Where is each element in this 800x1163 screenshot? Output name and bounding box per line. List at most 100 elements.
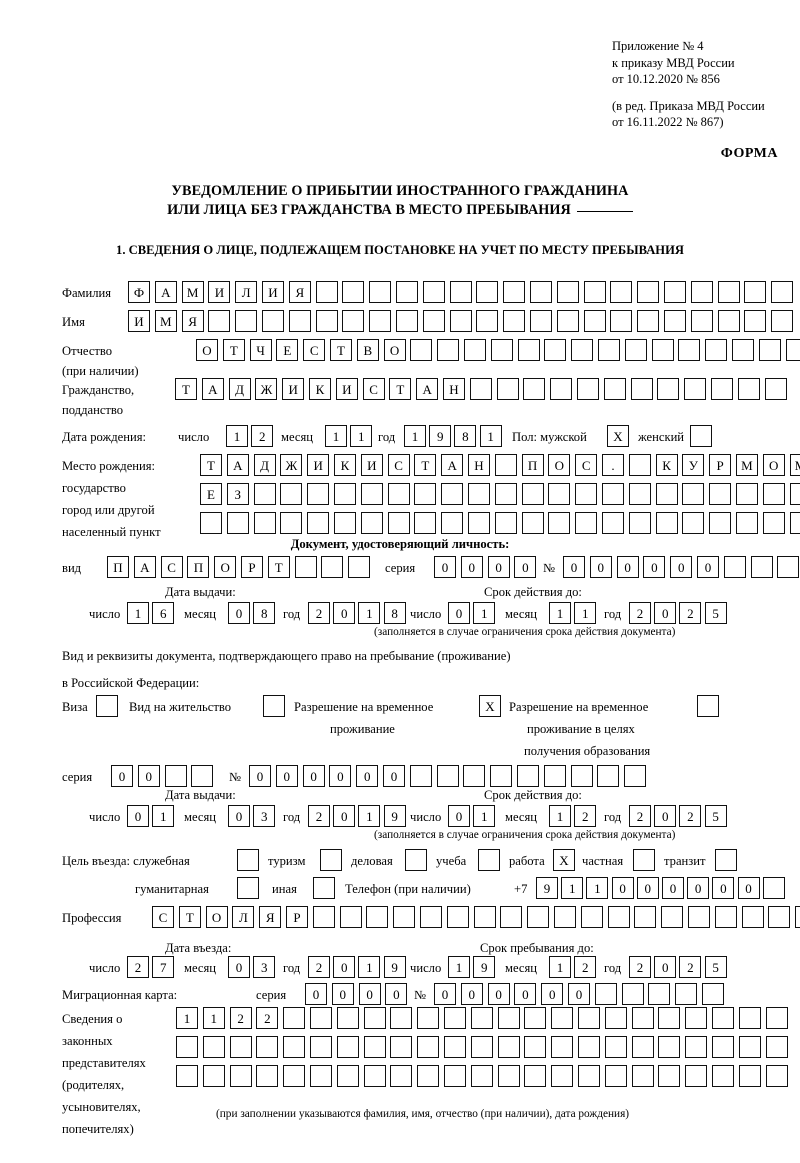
doc-valid-day-cell-1[interactable]: 1 <box>473 602 496 624</box>
profession-cell-6[interactable] <box>312 906 335 928</box>
mcard-number-cell-3[interactable]: 0 <box>514 983 537 1005</box>
legal-rep-1-cell-19[interactable] <box>685 1007 708 1029</box>
patronymic-cell-8[interactable] <box>410 339 433 361</box>
citizenship-cell-5[interactable]: К <box>308 378 331 400</box>
doc-number-cell-2[interactable]: 0 <box>616 556 639 578</box>
doc-series-cell-1[interactable]: 0 <box>460 556 483 578</box>
birthplace-3-cell-5[interactable] <box>333 512 356 534</box>
firstname-cell-17[interactable] <box>583 310 606 332</box>
patronymic-cell-13[interactable] <box>544 339 567 361</box>
legal-rep-1-cell-21[interactable] <box>738 1007 761 1029</box>
patronymic-cell-10[interactable] <box>463 339 486 361</box>
legal-rep-2-cell-10[interactable] <box>443 1036 466 1058</box>
legal-rep-3-cell-6[interactable] <box>336 1065 359 1087</box>
citizenship-cell-4[interactable]: И <box>282 378 305 400</box>
doc-series-cell-0[interactable]: 0 <box>434 556 456 578</box>
birthplace-3-cell-9[interactable] <box>441 512 464 534</box>
legal-rep-1-cell-22[interactable] <box>765 1007 788 1029</box>
temp-residence-checkbox[interactable]: X <box>479 695 501 717</box>
firstname-cell-18[interactable] <box>610 310 633 332</box>
birthplace-3-cell-7[interactable] <box>387 512 410 534</box>
legal-rep-1-cell-2[interactable]: 2 <box>229 1007 252 1029</box>
mcard-number-cell-4[interactable]: 0 <box>541 983 564 1005</box>
firstname-cell-10[interactable] <box>395 310 418 332</box>
legal-rep-1-cell-11[interactable] <box>470 1007 493 1029</box>
permit-valid-year-cell-1[interactable]: 0 <box>654 805 677 827</box>
surname-cell-23[interactable] <box>744 281 767 303</box>
permit-number-cell-9[interactable] <box>490 765 513 787</box>
profession-cell-12[interactable] <box>473 906 496 928</box>
phone-cell-8[interactable]: 0 <box>737 877 760 899</box>
residence-permit-checkbox[interactable] <box>263 695 285 717</box>
birthplace-2-cell-0[interactable]: Е <box>200 483 222 505</box>
birthplace-3-cell-21[interactable] <box>762 512 785 534</box>
surname-cell-15[interactable] <box>529 281 552 303</box>
surname-cell-0[interactable]: Ф <box>128 281 150 303</box>
phone-cell-4[interactable]: 0 <box>636 877 659 899</box>
legal-rep-2-cell-14[interactable] <box>551 1036 574 1058</box>
birthplace-2-cell-12[interactable] <box>521 483 544 505</box>
profession-cell-9[interactable] <box>393 906 416 928</box>
permit-series-cell-1[interactable]: 0 <box>137 765 160 787</box>
birth-year-cell-1[interactable]: 9 <box>429 425 452 447</box>
purpose-private-checkbox[interactable] <box>633 849 655 871</box>
birthplace-2-cell-3[interactable] <box>280 483 303 505</box>
permit-number-cell-10[interactable] <box>516 765 539 787</box>
doc-kind-cell-9[interactable] <box>348 556 371 578</box>
surname-cell-12[interactable] <box>449 281 472 303</box>
legal-rep-row-2-cells[interactable] <box>176 1036 788 1058</box>
surname-cell-7[interactable] <box>315 281 338 303</box>
permit-number-cell-13[interactable] <box>597 765 620 787</box>
mcard-series-cell-2[interactable]: 0 <box>358 983 381 1005</box>
firstname-cell-21[interactable] <box>690 310 713 332</box>
legal-rep-1-cell-10[interactable] <box>443 1007 466 1029</box>
patronymic-cell-21[interactable] <box>758 339 781 361</box>
birthplace-2-cell-1[interactable]: З <box>226 483 249 505</box>
citizenship-cell-2[interactable]: Д <box>228 378 251 400</box>
surname-cell-14[interactable] <box>503 281 526 303</box>
mcard-number-cell-10[interactable] <box>701 983 724 1005</box>
patronymic-cell-11[interactable] <box>490 339 513 361</box>
profession-cell-3[interactable]: Л <box>232 906 255 928</box>
permit-issue-year-cell-1[interactable]: 0 <box>333 805 356 827</box>
firstname-cell-7[interactable] <box>315 310 338 332</box>
permit-issue-year-cell-3[interactable]: 9 <box>383 805 406 827</box>
patronymic-cell-19[interactable] <box>705 339 728 361</box>
mcard-number-cell-1[interactable]: 0 <box>460 983 483 1005</box>
stay-year-cell-1[interactable]: 0 <box>654 956 677 978</box>
phone-cell-2[interactable]: 1 <box>586 877 609 899</box>
birthplace-1-cell-14[interactable]: С <box>575 454 598 476</box>
legal-rep-1-cell-9[interactable] <box>417 1007 440 1029</box>
surname-cell-24[interactable] <box>771 281 794 303</box>
doc-issue-month-cell-0[interactable]: 0 <box>228 602 250 624</box>
citizenship-cell-6[interactable]: И <box>335 378 358 400</box>
profession-cell-18[interactable] <box>634 906 657 928</box>
surname-cell-19[interactable] <box>637 281 660 303</box>
stay-year-cell-3[interactable]: 5 <box>704 956 727 978</box>
mcard-series-cell-3[interactable]: 0 <box>385 983 408 1005</box>
doc-valid-year-cell-3[interactable]: 5 <box>704 602 727 624</box>
surname-cell-1[interactable]: А <box>154 281 177 303</box>
legal-rep-2-cell-17[interactable] <box>631 1036 654 1058</box>
doc-valid-month-cell-0[interactable]: 1 <box>549 602 571 624</box>
birth-day-cell-1[interactable]: 2 <box>251 425 274 447</box>
birth-month-cell-0[interactable]: 1 <box>325 425 347 447</box>
profession-cell-15[interactable] <box>553 906 576 928</box>
profession-cell-17[interactable] <box>607 906 630 928</box>
profession-cell-1[interactable]: Т <box>178 906 201 928</box>
purpose-official-checkbox[interactable] <box>237 849 259 871</box>
doc-valid-year-cell-2[interactable]: 2 <box>679 602 702 624</box>
surname-cell-5[interactable]: И <box>261 281 284 303</box>
birth-year-cell-0[interactable]: 1 <box>404 425 426 447</box>
profession-cell-20[interactable] <box>687 906 710 928</box>
profession-cell-21[interactable] <box>714 906 737 928</box>
permit-issue-day-cell-0[interactable]: 0 <box>127 805 149 827</box>
legal-rep-1-cell-8[interactable] <box>390 1007 413 1029</box>
legal-rep-2-cell-2[interactable] <box>229 1036 252 1058</box>
